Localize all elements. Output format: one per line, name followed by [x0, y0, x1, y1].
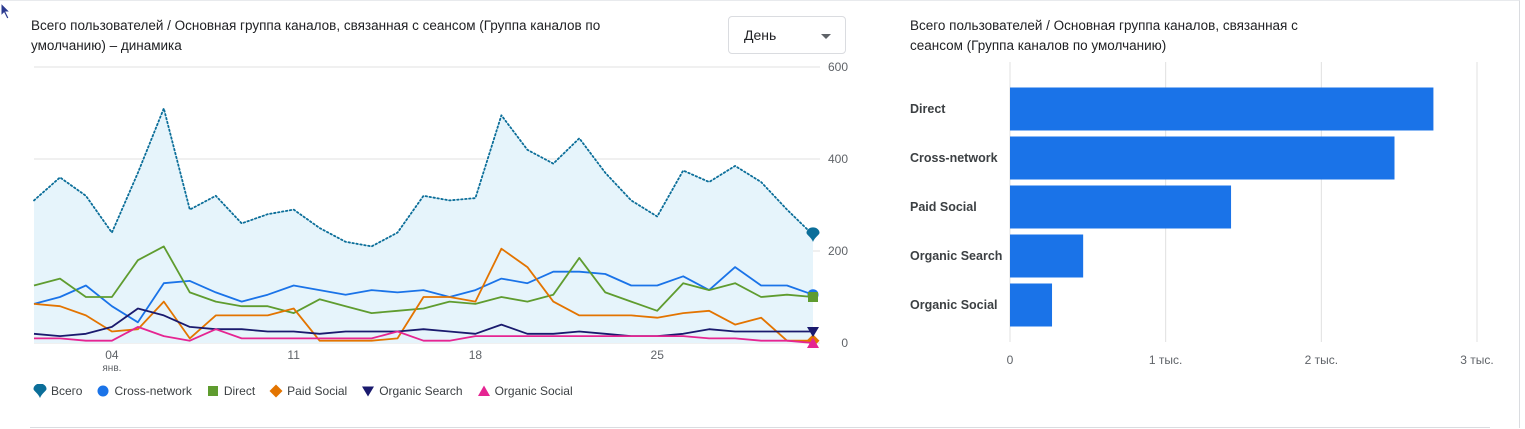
legend-label: Cross-network — [114, 384, 192, 398]
legend-label: Paid Social — [287, 384, 348, 398]
circle-icon — [97, 385, 109, 397]
x-tick-sublabel: янв. — [102, 363, 121, 374]
triangle-up-icon — [477, 385, 490, 396]
bar-chart-title: Всего пользователей / Основная группа ка… — [910, 18, 1298, 53]
line-chart-legend: Всего Cross-network Direct Paid Social Organ… — [33, 384, 573, 398]
category-label: Organic Social — [910, 298, 998, 312]
category-label: Organic Search — [910, 249, 1002, 263]
teardrop-icon — [33, 384, 47, 398]
y-tick-label: 0 — [841, 336, 848, 350]
x-tick-label: 0 — [1007, 353, 1014, 367]
legend-item-cross-network[interactable]: Cross-network — [96, 384, 192, 398]
total-area — [34, 108, 813, 344]
legend-item-organic-search[interactable]: Organic Search — [361, 384, 463, 398]
legend-marker — [97, 385, 109, 397]
legend-marker — [33, 384, 47, 398]
period-dropdown[interactable]: День — [728, 16, 846, 54]
triangle-down-icon — [362, 386, 375, 397]
series-end-marker-organic-social — [807, 337, 819, 348]
bar-organic-search[interactable] — [1010, 234, 1084, 278]
legend-label: Direct — [223, 384, 256, 398]
category-label: Paid Social — [910, 200, 977, 214]
legend-marker — [477, 385, 490, 396]
x-tick-label: 3 тыс. — [1460, 353, 1493, 367]
x-tick-label: 04 — [105, 348, 119, 362]
bar-cross-network[interactable] — [1010, 136, 1395, 180]
y-tick-label: 600 — [828, 60, 848, 74]
square-icon — [207, 386, 218, 396]
series-end-marker-всего — [806, 227, 820, 242]
diamond-icon — [269, 384, 283, 398]
series-line-всего — [33, 107, 814, 248]
legend-label: Всего — [51, 384, 83, 398]
legend-item-paid-social[interactable]: Paid Social — [269, 384, 347, 398]
divider — [30, 427, 1490, 428]
legend-label: Organic Social — [494, 384, 573, 398]
legend-label: Organic Search — [379, 384, 463, 398]
legend-item-organic-social[interactable]: Organic Social — [477, 384, 573, 398]
series-line-cross-network — [33, 266, 814, 324]
series-line-paid-social — [33, 247, 813, 342]
period-dropdown-value: День — [744, 27, 777, 43]
x-tick-label: 1 тыс. — [1149, 353, 1182, 367]
series-line-organic-social — [34, 325, 814, 344]
chevron-down-icon — [821, 34, 831, 39]
series-end-marker-direct — [808, 292, 818, 302]
y-tick-label: 400 — [828, 152, 848, 166]
category-label: Direct — [910, 102, 946, 116]
line-chart-title: Всего пользователей / Основная группа ка… — [31, 18, 601, 53]
y-tick-label: 200 — [828, 244, 848, 258]
x-tick-label: 11 — [287, 348, 300, 362]
series-line-organic-search — [33, 307, 813, 338]
bar-organic-social[interactable] — [1010, 283, 1053, 327]
x-tick-label: 25 — [651, 348, 665, 362]
category-label: Cross-network — [910, 151, 998, 165]
legend-item-всего[interactable]: Всего — [33, 384, 82, 398]
bar-paid-social[interactable] — [1010, 185, 1232, 229]
bar-direct[interactable] — [1010, 87, 1434, 131]
legend-marker — [362, 386, 375, 397]
legend-marker — [207, 386, 218, 396]
series-end-marker-organic-search — [807, 327, 819, 337]
series-line-direct — [33, 245, 814, 315]
mouse-cursor-icon — [0, 2, 12, 20]
x-tick-label: 18 — [469, 348, 483, 362]
legend-item-direct[interactable]: Direct — [206, 384, 255, 398]
legend-marker — [269, 384, 283, 398]
bar-chart: 0 1 тыс. 2 тыс. 3 тыс. Direct Cross-network Pa… — [910, 62, 1494, 367]
x-tick-label: 2 тыс. — [1305, 353, 1338, 367]
